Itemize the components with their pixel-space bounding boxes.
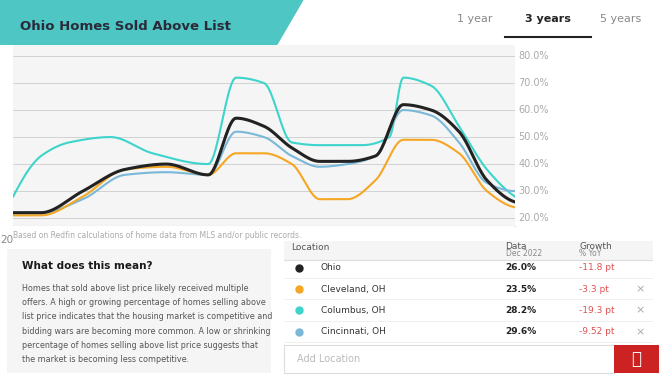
Text: -19.3 pt: -19.3 pt: [579, 306, 615, 315]
Text: Add Location: Add Location: [297, 354, 360, 364]
Text: Data: Data: [506, 242, 527, 251]
Text: 70.0%: 70.0%: [518, 78, 548, 88]
Text: 23.5%: 23.5%: [506, 285, 537, 294]
Text: ×: ×: [636, 327, 645, 337]
Text: list price indicates that the housing market is competitive and: list price indicates that the housing ma…: [22, 312, 273, 321]
Text: -9.52 pt: -9.52 pt: [579, 327, 615, 336]
Text: 40.0%: 40.0%: [518, 159, 548, 169]
Text: 60.0%: 60.0%: [518, 105, 548, 115]
Text: Location: Location: [291, 244, 329, 252]
Text: the market is becoming less competitive.: the market is becoming less competitive.: [22, 355, 189, 364]
Text: ×: ×: [636, 284, 645, 294]
Text: Ohio: Ohio: [321, 263, 342, 272]
Text: percentage of homes selling above list price suggests that: percentage of homes selling above list p…: [22, 341, 259, 350]
Text: 26.0%: 26.0%: [506, 263, 537, 272]
Text: Ohio Homes Sold Above List: Ohio Homes Sold Above List: [20, 20, 231, 33]
Text: 20.0%: 20.0%: [518, 213, 548, 223]
Text: % YoY: % YoY: [579, 249, 602, 258]
Text: 29.6%: 29.6%: [506, 327, 537, 336]
Text: 3 years: 3 years: [525, 14, 571, 24]
Text: -11.8 pt: -11.8 pt: [579, 263, 615, 272]
FancyBboxPatch shape: [284, 241, 653, 260]
Text: Cleveland, OH: Cleveland, OH: [321, 285, 385, 294]
Text: Based on Redfin calculations of home data from MLS and/or public records.: Based on Redfin calculations of home dat…: [13, 231, 302, 241]
Text: Columbus, OH: Columbus, OH: [321, 306, 385, 315]
Text: 1 year: 1 year: [457, 14, 493, 24]
Text: Growth: Growth: [579, 242, 612, 251]
Text: 28.2%: 28.2%: [506, 306, 537, 315]
Text: bidding wars are becoming more common. A low or shrinking: bidding wars are becoming more common. A…: [22, 326, 271, 336]
Text: 50.0%: 50.0%: [518, 132, 548, 142]
Text: offers. A high or growing percentage of homes selling above: offers. A high or growing percentage of …: [22, 298, 266, 307]
Text: 5 years: 5 years: [600, 14, 641, 24]
Text: Homes that sold above list price likely received multiple: Homes that sold above list price likely …: [22, 284, 249, 293]
Text: -3.3 pt: -3.3 pt: [579, 285, 609, 294]
Text: Dec 2022: Dec 2022: [506, 249, 542, 258]
Text: Cincinnati, OH: Cincinnati, OH: [321, 327, 385, 336]
Polygon shape: [0, 0, 304, 45]
Text: ⌕: ⌕: [631, 350, 642, 368]
Text: 80.0%: 80.0%: [518, 51, 548, 61]
Text: ×: ×: [636, 305, 645, 316]
Text: What does this mean?: What does this mean?: [22, 261, 153, 271]
Text: 30.0%: 30.0%: [518, 186, 548, 196]
